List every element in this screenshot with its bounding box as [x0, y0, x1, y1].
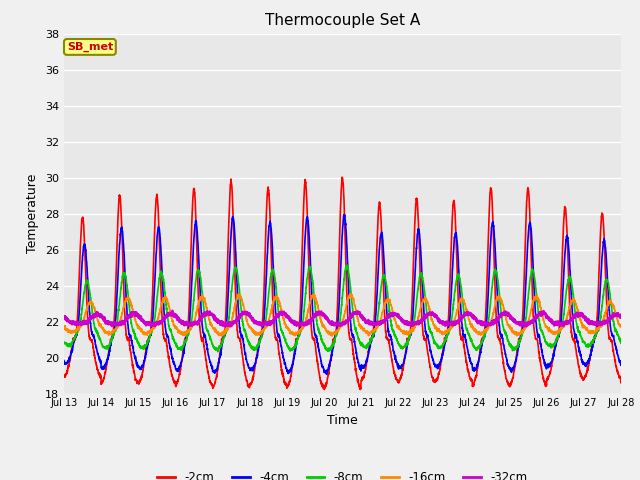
-2cm	[298, 265, 305, 271]
-8cm	[617, 340, 625, 346]
-32cm	[547, 316, 554, 322]
-8cm	[274, 301, 282, 307]
-2cm	[124, 337, 131, 343]
-2cm	[617, 380, 625, 385]
-8cm	[157, 271, 164, 276]
-2cm	[157, 277, 164, 283]
-16cm	[124, 295, 131, 300]
-8cm	[547, 343, 554, 348]
-32cm	[168, 308, 176, 314]
-2cm	[274, 337, 282, 343]
-32cm	[298, 321, 306, 326]
-8cm	[214, 349, 221, 355]
-16cm	[617, 324, 625, 329]
Line: -4cm: -4cm	[64, 215, 621, 374]
-16cm	[298, 326, 306, 332]
-4cm	[274, 331, 282, 336]
-32cm	[617, 313, 625, 319]
-4cm	[60, 358, 68, 363]
-16cm	[547, 328, 554, 334]
-2cm	[547, 370, 554, 376]
-32cm	[606, 317, 614, 323]
Text: SB_met: SB_met	[67, 42, 113, 52]
-8cm	[344, 263, 351, 268]
-16cm	[346, 291, 354, 297]
-4cm	[340, 212, 348, 217]
Line: -2cm: -2cm	[64, 177, 621, 389]
-16cm	[274, 296, 282, 301]
-2cm	[606, 336, 614, 342]
-4cm	[617, 362, 625, 368]
-8cm	[606, 293, 614, 299]
-4cm	[547, 360, 554, 366]
-32cm	[124, 315, 131, 321]
-4cm	[124, 317, 131, 323]
-32cm	[274, 314, 282, 320]
Y-axis label: Temperature: Temperature	[26, 174, 39, 253]
-4cm	[298, 306, 305, 312]
-32cm	[520, 324, 528, 329]
X-axis label: Time: Time	[327, 414, 358, 427]
-8cm	[60, 339, 68, 345]
-8cm	[298, 326, 306, 332]
Line: -16cm: -16cm	[64, 294, 621, 336]
-2cm	[60, 372, 68, 378]
-32cm	[157, 319, 164, 324]
-2cm	[339, 174, 346, 180]
-16cm	[157, 306, 164, 312]
-4cm	[606, 322, 614, 328]
-16cm	[60, 324, 68, 330]
-16cm	[606, 299, 614, 305]
Line: -32cm: -32cm	[64, 311, 621, 326]
Legend: -2cm, -4cm, -8cm, -16cm, -32cm: -2cm, -4cm, -8cm, -16cm, -32cm	[152, 466, 532, 480]
-16cm	[218, 333, 226, 339]
-4cm	[157, 241, 164, 247]
-2cm	[321, 386, 328, 392]
-4cm	[323, 372, 330, 377]
-8cm	[124, 288, 131, 293]
Title: Thermocouple Set A: Thermocouple Set A	[265, 13, 420, 28]
Line: -8cm: -8cm	[64, 265, 621, 352]
-32cm	[60, 315, 68, 321]
